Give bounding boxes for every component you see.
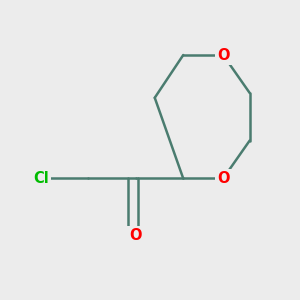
Text: Cl: Cl [33, 171, 49, 186]
Text: O: O [130, 228, 142, 243]
Text: O: O [217, 47, 230, 62]
Text: O: O [217, 171, 230, 186]
